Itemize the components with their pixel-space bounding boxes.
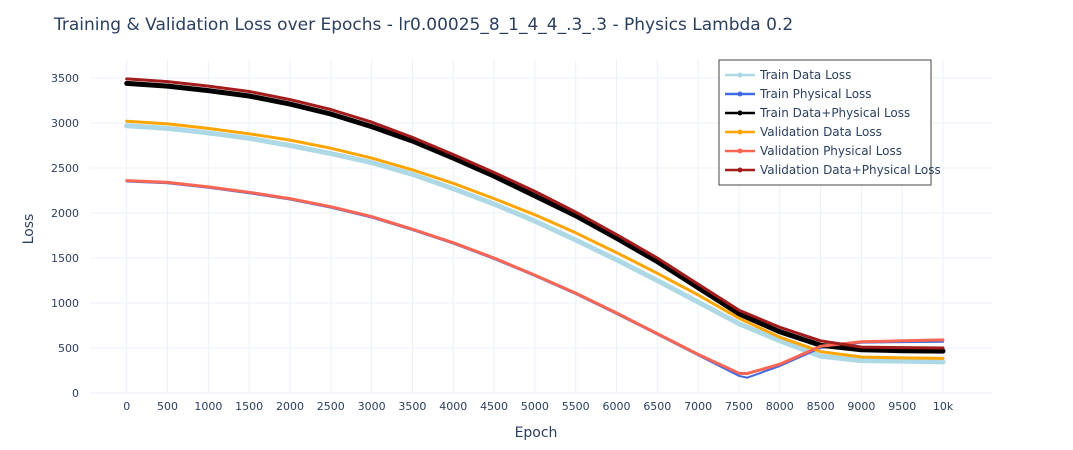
legend-marker-train-data-loss bbox=[737, 72, 743, 78]
y-axis-title: Loss bbox=[21, 214, 37, 245]
legend-marker-validation-data-physical-loss bbox=[737, 167, 743, 173]
legend-label-validation-data-physical-loss: Validation Data+Physical Loss bbox=[760, 163, 941, 177]
legend-label-train-data-physical-loss: Train Data+Physical Loss bbox=[759, 106, 910, 120]
x-tick-label: 7500 bbox=[725, 400, 753, 413]
legend-label-validation-physical-loss: Validation Physical Loss bbox=[760, 144, 902, 158]
x-tick-label: 4500 bbox=[480, 400, 508, 413]
y-tick-label: 0 bbox=[72, 387, 79, 400]
x-tick-label: 6500 bbox=[643, 400, 671, 413]
series-line-train-data-physical-loss bbox=[124, 80, 946, 354]
x-tick-label: 7000 bbox=[684, 400, 712, 413]
legend: Train Data Loss Train Physical Loss Train … bbox=[718, 59, 941, 186]
legend-marker-train-data-physical-loss bbox=[737, 110, 743, 116]
legend-marker-train-physical-loss bbox=[737, 91, 743, 97]
series-line-validation-data-physical-loss bbox=[125, 77, 945, 350]
x-tick-label: 9000 bbox=[847, 400, 875, 413]
x-tick-label: 8000 bbox=[766, 400, 794, 413]
legend-label-train-physical-loss: Train Physical Loss bbox=[759, 87, 872, 101]
x-tick-labels: 0 500 1000 1500 2000 2500 3000 3500 4000 4500 5000… bbox=[123, 400, 954, 413]
series-line-validation-data-loss bbox=[125, 119, 945, 360]
series-line-validation-physical-loss bbox=[125, 179, 945, 376]
x-tick-label: 5000 bbox=[521, 400, 549, 413]
chart-title: Training & Validation Loss over Epochs -… bbox=[53, 15, 793, 35]
x-tick-label: 10k bbox=[933, 400, 954, 413]
x-tick-label: 1000 bbox=[194, 400, 222, 413]
x-tick-label: 3500 bbox=[398, 400, 426, 413]
x-tick-label: 500 bbox=[157, 400, 178, 413]
x-tick-label: 1500 bbox=[235, 400, 263, 413]
x-axis-title: Epoch bbox=[515, 425, 558, 441]
y-tick-label: 2000 bbox=[51, 207, 79, 220]
y-tick-labels: 0 500 1000 1500 2000 2500 3000 3500 bbox=[51, 72, 79, 400]
series-lines bbox=[124, 77, 946, 379]
x-tick-label: 3000 bbox=[358, 400, 386, 413]
y-tick-label: 1000 bbox=[51, 297, 79, 310]
legend-label-train-data-loss: Train Data Loss bbox=[759, 68, 851, 82]
x-tick-label: 6000 bbox=[603, 400, 631, 413]
y-tick-label: 500 bbox=[58, 342, 79, 355]
y-tick-label: 1500 bbox=[51, 252, 79, 265]
x-tick-label: 8500 bbox=[807, 400, 835, 413]
legend-label-validation-data-loss: Validation Data Loss bbox=[760, 125, 882, 139]
x-tick-label: 9500 bbox=[888, 400, 916, 413]
x-tick-label: 2500 bbox=[317, 400, 345, 413]
x-tick-label: 0 bbox=[123, 400, 130, 413]
legend-marker-validation-physical-loss bbox=[737, 148, 743, 154]
x-tick-label: 5500 bbox=[562, 400, 590, 413]
x-tick-label: 4000 bbox=[439, 400, 467, 413]
legend-marker-validation-data-loss bbox=[737, 129, 743, 135]
y-tick-label: 2500 bbox=[51, 162, 79, 175]
x-tick-label: 2000 bbox=[276, 400, 304, 413]
y-tick-label: 3000 bbox=[51, 117, 79, 130]
legend-box bbox=[718, 59, 932, 186]
y-tick-label: 3500 bbox=[51, 72, 79, 85]
